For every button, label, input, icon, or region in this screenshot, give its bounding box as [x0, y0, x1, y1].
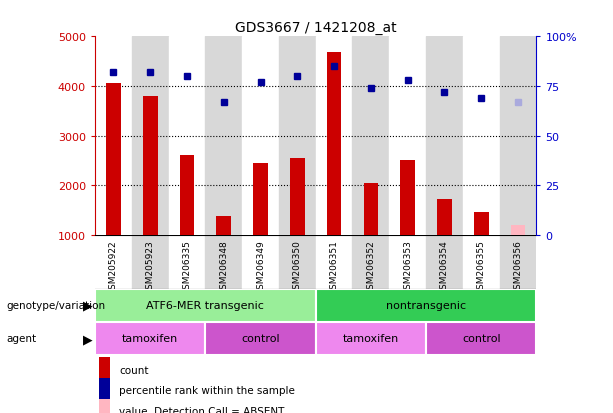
Text: percentile rank within the sample: percentile rank within the sample — [120, 385, 295, 395]
Text: GSM206356: GSM206356 — [514, 240, 522, 294]
Bar — [99, 378, 110, 403]
Text: GSM206355: GSM206355 — [477, 240, 485, 294]
Bar — [290, 159, 305, 235]
Bar — [316, 235, 352, 289]
Bar — [352, 37, 389, 235]
Bar — [169, 235, 205, 289]
Bar — [279, 37, 316, 235]
Text: GSM206350: GSM206350 — [293, 240, 302, 294]
Bar — [95, 235, 132, 289]
Bar — [205, 37, 242, 235]
Bar — [500, 37, 536, 235]
Bar — [364, 183, 378, 235]
Text: GSM206335: GSM206335 — [183, 240, 191, 294]
Text: GSM206354: GSM206354 — [440, 240, 449, 294]
Bar — [474, 212, 489, 235]
Bar — [511, 225, 525, 235]
Text: GSM206352: GSM206352 — [367, 240, 375, 294]
Text: genotype/variation: genotype/variation — [6, 301, 105, 311]
Text: GSM206349: GSM206349 — [256, 240, 265, 294]
Bar — [426, 235, 463, 289]
Text: ATF6-MER transgenic: ATF6-MER transgenic — [147, 301, 264, 311]
Bar — [437, 200, 452, 235]
Text: control: control — [241, 334, 280, 344]
Bar — [242, 235, 279, 289]
Bar — [426, 322, 536, 355]
Text: GSM206353: GSM206353 — [403, 240, 412, 294]
Bar — [205, 322, 316, 355]
Bar — [316, 322, 426, 355]
Bar — [253, 164, 268, 235]
Text: ▶: ▶ — [83, 299, 93, 312]
Text: control: control — [462, 334, 501, 344]
Text: agent: agent — [6, 334, 36, 344]
Bar — [400, 161, 415, 235]
Bar — [316, 289, 536, 322]
Text: tamoxifen: tamoxifen — [122, 334, 178, 344]
Bar — [95, 322, 205, 355]
Bar — [389, 37, 426, 235]
Bar — [463, 37, 500, 235]
Bar — [99, 399, 110, 413]
Bar — [279, 235, 316, 289]
Bar — [316, 37, 352, 235]
Text: nontransgenic: nontransgenic — [386, 301, 466, 311]
Text: value, Detection Call = ABSENT: value, Detection Call = ABSENT — [120, 406, 284, 413]
Bar — [389, 235, 426, 289]
Text: GSM205923: GSM205923 — [146, 240, 154, 294]
Bar — [216, 216, 231, 235]
Text: ▶: ▶ — [83, 332, 93, 345]
Bar — [132, 37, 169, 235]
Bar — [106, 84, 121, 235]
Text: GSM206348: GSM206348 — [219, 240, 228, 294]
Bar — [463, 235, 500, 289]
Text: GSM205922: GSM205922 — [109, 240, 118, 294]
Bar — [99, 357, 110, 382]
Bar — [95, 37, 132, 235]
Bar — [327, 53, 341, 235]
Bar — [180, 156, 194, 235]
Bar — [205, 235, 242, 289]
Bar — [169, 37, 205, 235]
Text: tamoxifen: tamoxifen — [343, 334, 399, 344]
Bar — [132, 235, 169, 289]
Title: GDS3667 / 1421208_at: GDS3667 / 1421208_at — [235, 21, 397, 35]
Bar — [500, 235, 536, 289]
Text: GSM206351: GSM206351 — [330, 240, 338, 294]
Bar — [95, 289, 316, 322]
Text: count: count — [120, 365, 149, 375]
Bar — [352, 235, 389, 289]
Bar — [143, 97, 158, 235]
Bar — [426, 37, 463, 235]
Bar — [242, 37, 279, 235]
